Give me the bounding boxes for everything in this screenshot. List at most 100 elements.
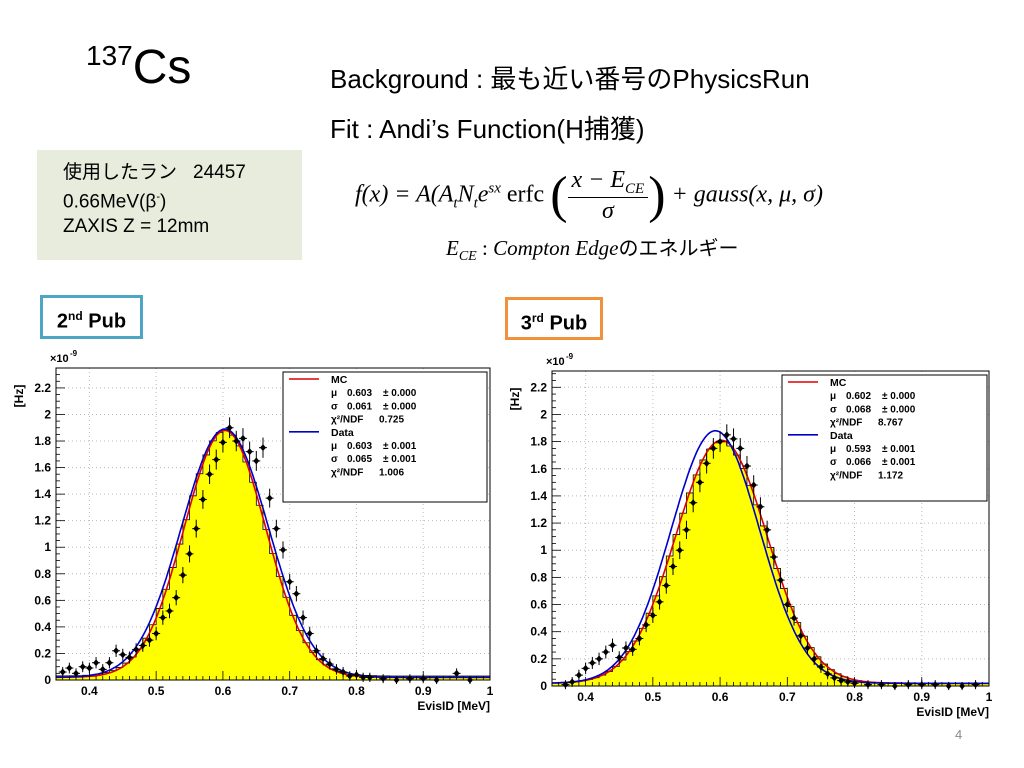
- formula-fraction: x − ECE σ: [567, 166, 649, 226]
- legend-param-name: μ: [830, 391, 836, 402]
- data-point-marker: [66, 664, 73, 672]
- legend-param-name: χ²/NDF: [830, 418, 862, 429]
- fit-formula: f(x) = A(AtNtesx erfc (x − ECE σ) + gauss…: [355, 166, 823, 226]
- data-point: [628, 642, 637, 656]
- data-point-marker: [663, 582, 670, 590]
- data-point: [65, 662, 74, 674]
- data-point: [285, 573, 294, 590]
- legend-param-error: ± 0.001: [882, 457, 916, 468]
- x-tick-label: 1: [487, 684, 494, 698]
- data-point: [319, 652, 328, 665]
- data-point-marker: [139, 641, 146, 649]
- data-point: [145, 633, 154, 647]
- data-point-marker: [596, 655, 603, 663]
- data-point-marker: [643, 621, 650, 629]
- formula-erfc: erfc: [500, 181, 545, 208]
- stats-legend-box: [282, 371, 488, 503]
- data-point: [238, 428, 247, 449]
- data-point: [662, 577, 671, 594]
- data-point-marker: [622, 644, 629, 652]
- data-point-marker: [186, 550, 193, 558]
- data-point-marker: [159, 614, 166, 622]
- data-point-marker: [126, 653, 133, 661]
- data-point-marker: [770, 553, 777, 561]
- stats-legend-box: [781, 374, 988, 502]
- data-point-marker: [757, 503, 764, 511]
- y-axis-label: [Hz]: [12, 385, 26, 408]
- background-line: Background : 最も近い番号のPhysicsRun: [330, 64, 810, 94]
- data-point: [816, 661, 825, 673]
- data-point: [749, 475, 758, 495]
- data-point-marker: [602, 648, 609, 656]
- data-point-marker: [333, 665, 340, 673]
- data-point-marker: [696, 478, 703, 486]
- data-point: [92, 657, 101, 669]
- legend-param-value: 1.006: [379, 467, 404, 478]
- data-point-marker: [569, 678, 576, 686]
- data-point: [783, 596, 792, 613]
- data-point: [325, 658, 334, 670]
- formula-sub-t1: t: [453, 195, 458, 212]
- data-point: [669, 557, 678, 576]
- data-point: [245, 441, 254, 462]
- legend-param-value: 0.603: [347, 388, 372, 399]
- data-point-marker: [59, 668, 66, 676]
- x-tick-label: 0.8: [348, 684, 365, 698]
- frac-denominator: σ: [601, 198, 614, 225]
- data-point-marker: [824, 670, 831, 678]
- legend-param-name: μ: [830, 444, 836, 455]
- data-point: [581, 662, 590, 675]
- plot-frame: [551, 370, 990, 687]
- data-point-marker: [804, 644, 811, 652]
- x-axis-label: EvisID [MeV]: [916, 705, 989, 719]
- data-point-marker: [273, 525, 280, 533]
- legend-data-row: σ 0.066 ± 0.001: [830, 457, 916, 468]
- legend-data-title: Data: [830, 430, 853, 442]
- data-point-marker: [239, 434, 246, 442]
- legend-param-name: χ²/NDF: [331, 467, 363, 478]
- histogram-chart-3rd-pub: 0.4 0.5 0.6 0.7 0.8 0.9 1 0 0.2 0.4 0.6 0.8 1 1.2 1.4 1…: [510, 352, 993, 719]
- legend-param-error: ± 0.000: [383, 401, 417, 412]
- data-point-marker: [119, 651, 126, 659]
- data-point: [132, 643, 141, 656]
- data-point: [78, 661, 87, 673]
- pub2-label: 2nd Pub: [40, 295, 143, 339]
- data-point: [332, 664, 341, 675]
- x-tick-label: 0.4: [577, 690, 594, 704]
- data-point: [648, 607, 657, 623]
- x-tick-label: 0.9: [913, 690, 930, 704]
- data-point-marker: [79, 663, 86, 671]
- data-point: [655, 594, 664, 610]
- data-point: [98, 664, 107, 675]
- y-tick-label: 0: [540, 679, 547, 693]
- y-tick-label: 1.8: [34, 434, 51, 448]
- y-tick-label: 0.2: [530, 652, 547, 666]
- pub3-text: Pub: [543, 312, 588, 335]
- data-point: [218, 432, 227, 453]
- energy-sup: -: [156, 191, 160, 203]
- mass-number: 137: [86, 40, 133, 71]
- data-point: [689, 493, 698, 513]
- data-point-marker: [246, 448, 253, 456]
- y-tick-label: 2: [44, 407, 51, 421]
- legend-mc-row: μ 0.602 ± 0.000: [830, 391, 916, 402]
- y-tick-label: 0.4: [34, 620, 51, 634]
- y-tick-label: 0.4: [530, 625, 547, 639]
- data-point: [595, 652, 604, 666]
- data-point-marker: [575, 671, 582, 679]
- data-point-marker: [453, 669, 460, 677]
- data-point-marker: [616, 653, 623, 661]
- x-tick-label: 0.9: [415, 684, 432, 698]
- legend-param-name: μ: [331, 388, 337, 399]
- formula-n: N: [457, 181, 474, 208]
- y-axis-label: [Hz]: [510, 388, 522, 411]
- x-axis-label: EvisID [MeV]: [417, 699, 490, 713]
- y-exponent-sup: -9: [566, 352, 574, 361]
- data-point: [178, 567, 187, 584]
- frac-numerator: x − E: [571, 166, 626, 193]
- data-point-marker: [676, 546, 683, 554]
- right-paren: ): [648, 167, 666, 224]
- data-point-marker: [259, 444, 266, 452]
- data-point-marker: [838, 677, 845, 685]
- pub3-label: 3rd Pub: [505, 297, 603, 340]
